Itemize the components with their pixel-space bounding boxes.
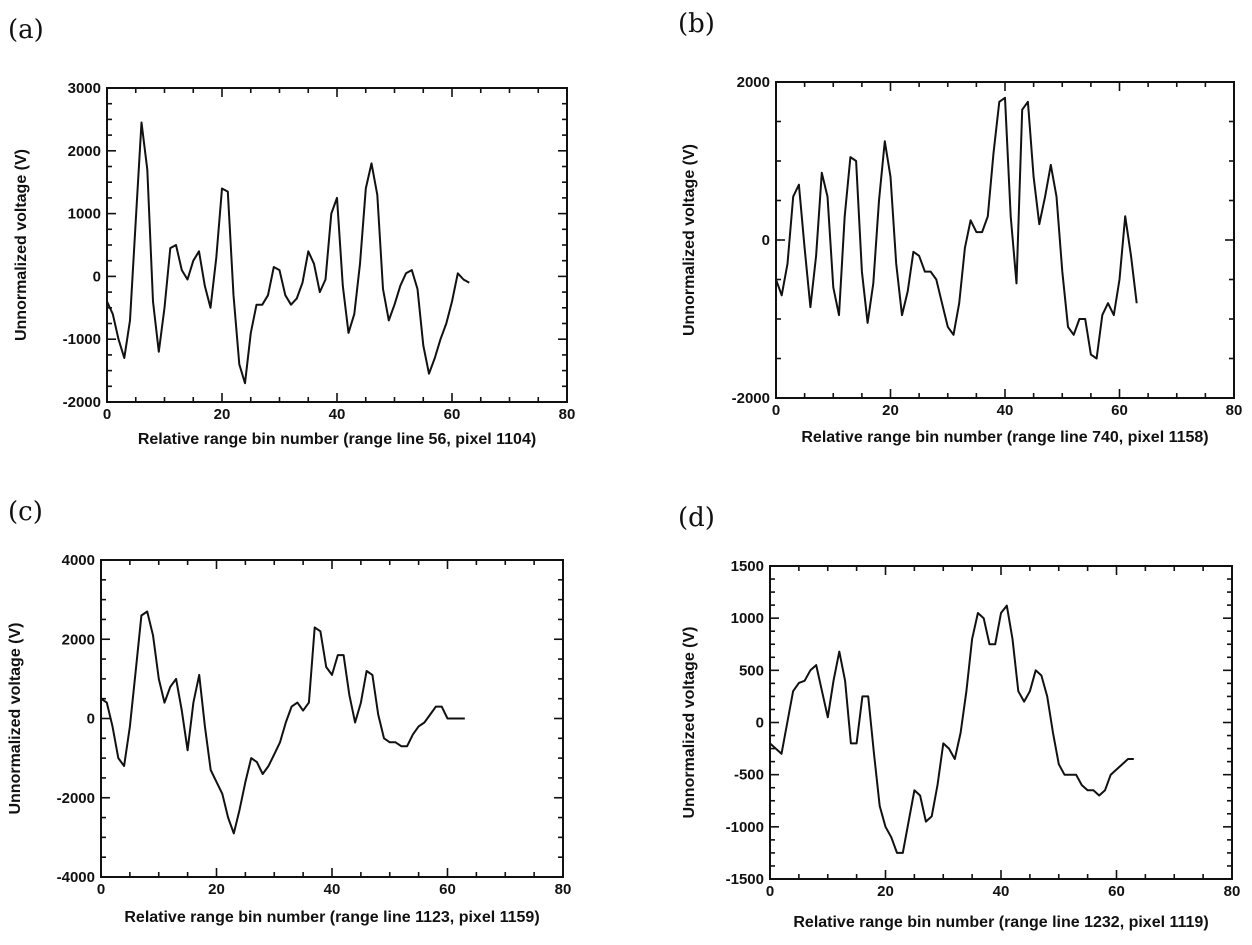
y-tick-label: 500: [739, 662, 764, 679]
x-tick-label: 60: [1111, 402, 1128, 419]
x-tick-label: 20: [208, 881, 225, 898]
panel-label: (a): [8, 15, 44, 45]
x-axis-label: Relative range bin number (range line 11…: [124, 909, 539, 926]
y-tick-label: -1000: [726, 819, 764, 836]
x-tick-label: 20: [214, 406, 231, 423]
x-tick-label: 20: [882, 402, 899, 419]
y-tick-label: -2000: [732, 390, 770, 407]
y-tick-label: 0: [93, 268, 101, 285]
x-tick-label: 80: [1226, 402, 1243, 419]
x-tick-label: 60: [439, 881, 456, 898]
x-tick-label: 20: [877, 883, 894, 900]
y-tick-label: 2000: [737, 74, 770, 91]
x-tick-label: 60: [1108, 883, 1125, 900]
plot-frame: [775, 81, 1235, 399]
x-tick-label: 80: [1224, 883, 1241, 900]
y-tick-label: 1500: [731, 558, 764, 575]
chart-panel-d: (d) 0 20 40 60 80 -1500 -1000 -500 0 500 1000 1500 Re…: [678, 503, 1240, 931]
x-tick-label: 40: [993, 883, 1010, 900]
y-tick-label: -4000: [57, 869, 95, 886]
x-axis-label: Relative range bin number (range line 12…: [793, 914, 1208, 931]
chart-panel-a: (a) 0 20 40 60 80 -2000 -1000 0 1000 2000 3000 Relat…: [8, 15, 575, 448]
y-tick-label: 3000: [68, 80, 101, 97]
x-tick-label: 40: [997, 402, 1014, 419]
x-tick-label: 0: [103, 406, 111, 423]
y-tick-label: -500: [734, 767, 764, 784]
x-tick-label: 0: [772, 402, 780, 419]
x-tick-label: 60: [444, 406, 461, 423]
y-tick-label: 0: [87, 711, 95, 728]
x-tick-label: 40: [329, 406, 346, 423]
y-tick-label: 4000: [62, 552, 95, 569]
y-axis-label: Unnormalized voltage (V): [681, 144, 698, 336]
x-tick-label: 80: [559, 406, 576, 423]
y-tick-label: 1000: [68, 206, 101, 223]
series-line: [100, 610, 465, 835]
y-axis-label: Unnormalized voltage (V): [7, 622, 24, 814]
y-axis-label: Unnormalized voltage (V): [13, 149, 30, 341]
x-tick-label: 80: [555, 881, 572, 898]
panel-label: (d): [678, 503, 715, 533]
y-tick-label: 0: [756, 715, 764, 732]
x-tick-label: 0: [97, 881, 105, 898]
series-line: [106, 121, 470, 385]
series-line: [769, 604, 1134, 854]
x-tick-label: 40: [324, 881, 341, 898]
series-line: [775, 96, 1138, 360]
x-axis-label: Relative range bin number (range line 56…: [138, 431, 536, 448]
y-tick-label: 2000: [68, 143, 101, 160]
plot-frame: [100, 559, 564, 878]
y-tick-label: -1500: [726, 871, 764, 888]
y-axis-label: Unnormalized voltage (V): [681, 626, 698, 818]
y-tick-label: -2000: [57, 790, 95, 807]
x-tick-label: 0: [766, 883, 774, 900]
y-tick-label: -2000: [63, 394, 101, 411]
panel-label: (b): [678, 9, 715, 39]
x-axis-label: Relative range bin number (range line 74…: [801, 429, 1208, 446]
y-tick-label: -1000: [63, 331, 101, 348]
chart-panel-c: (c) 0 20 40 60 80 -4000 -2000 0 2000 4000 Relative …: [7, 497, 571, 926]
y-tick-label: 2000: [62, 631, 95, 648]
y-tick-label: 0: [762, 232, 770, 249]
panel-label: (c): [8, 497, 43, 527]
y-tick-label: 1000: [731, 610, 764, 627]
